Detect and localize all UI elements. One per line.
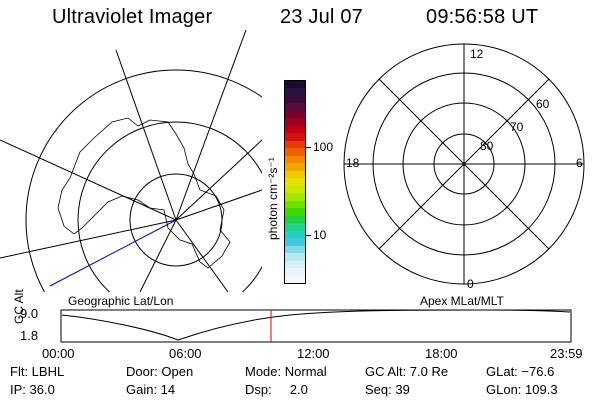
colorbar-swatch [285,208,305,216]
mlat-label-80: 80 [480,139,494,153]
colorbar-swatch [285,215,305,224]
glon-status: GLon: 109.3 [486,382,558,397]
apex-caption: Apex MLat/MLT [420,294,504,308]
door-status: Door: Open [126,364,194,379]
dsp-status: Dsp: 2.0 [245,382,308,397]
geographic-caption: Geographic Lat/Lon [68,294,174,308]
apex-polar-plot [343,43,585,285]
colorbar-swatch [285,170,305,179]
glat-status: GLat: −76.6 [486,364,555,379]
colorbar-swatch [285,140,305,149]
colorbar-tick-100 [306,147,311,148]
colorbar-swatch [285,200,305,209]
colorbar-swatch [285,253,305,261]
colorbar-gradient [285,81,305,284]
meridian [175,219,229,292]
colorbar-swatch [285,88,305,96]
colorbar-swatch [285,148,305,156]
colorbar [284,80,306,284]
colorbar-tick-label-10: 10 [313,228,327,242]
instrument-title: Ultraviolet Imager [52,6,213,28]
ip-status: IP: 36.0 [10,382,55,397]
antarctica-coastline [57,117,231,269]
meridian [115,49,177,221]
colorbar-swatch [285,268,305,276]
meridian [139,219,177,292]
filter-status: Flt: LBHL [10,364,65,379]
mlt-label-0: 0 [467,277,474,291]
altitude-tick-9: 9.0 [20,306,39,321]
colorbar-swatch [285,118,305,126]
colorbar-swatch [285,223,305,231]
date-label: 23 Jul 07 [280,6,363,28]
gc-alt-status: GC Alt: 7.0 Re [365,364,449,379]
colorbar-swatch [285,81,305,89]
altitude-plot [60,309,572,343]
altitude-curve [61,309,571,341]
meridian [0,139,177,221]
colorbar-swatch [285,95,305,104]
time-tick-0600: 06:00 [169,346,202,361]
seq-status: Seq: 39 [365,382,410,397]
time-tick-0000: 00:00 [42,346,75,361]
colorbar-swatch [285,133,305,141]
mlat-label-70: 70 [510,120,524,134]
colorbar-swatch [285,110,305,119]
colorbar-tick-label-100: 100 [313,140,334,154]
meridian [175,139,262,221]
colorbar-swatch [285,125,305,134]
meridian [0,219,177,259]
mlt-label-12: 12 [470,47,484,61]
time-tick-1200: 12:00 [297,346,330,361]
colorbar-swatch [285,238,305,246]
mlt-label-18: 18 [346,156,360,170]
mlt-label-6: 6 [576,156,583,170]
colorbar-swatch [285,275,305,284]
lat-circle-70 [77,121,262,292]
mlt-line-diag [378,78,550,250]
colorbar-swatch [285,260,305,269]
mlat-label-60: 60 [536,97,550,111]
lat-circle-60 [25,69,262,292]
meridian [175,30,247,221]
meridian [175,189,262,221]
altitude-plot-frame [60,309,572,343]
gain-status: Gain: 14 [126,382,176,397]
colorbar-tick-10 [306,235,311,236]
colorbar-swatch [285,230,305,239]
time-label: 09:56:58 UT [426,6,539,28]
altitude-tick-1-8: 1.8 [20,328,39,343]
colorbar-swatch [285,155,305,164]
colorbar-swatch [285,193,305,201]
colorbar-swatch [285,178,305,186]
colorbar-unit-label: photon cm⁻²s⁻¹ [266,157,280,240]
colorbar-swatch [285,245,305,254]
time-tick-1800: 18:00 [425,346,458,361]
colorbar-swatch [285,103,305,111]
dayside-line [49,219,177,287]
colorbar-swatch [285,163,305,171]
geographic-map [0,30,262,292]
mode-status: Mode: Normal [245,364,327,379]
colorbar-swatch [285,185,305,194]
time-tick-2359: 23:59 [550,346,583,361]
